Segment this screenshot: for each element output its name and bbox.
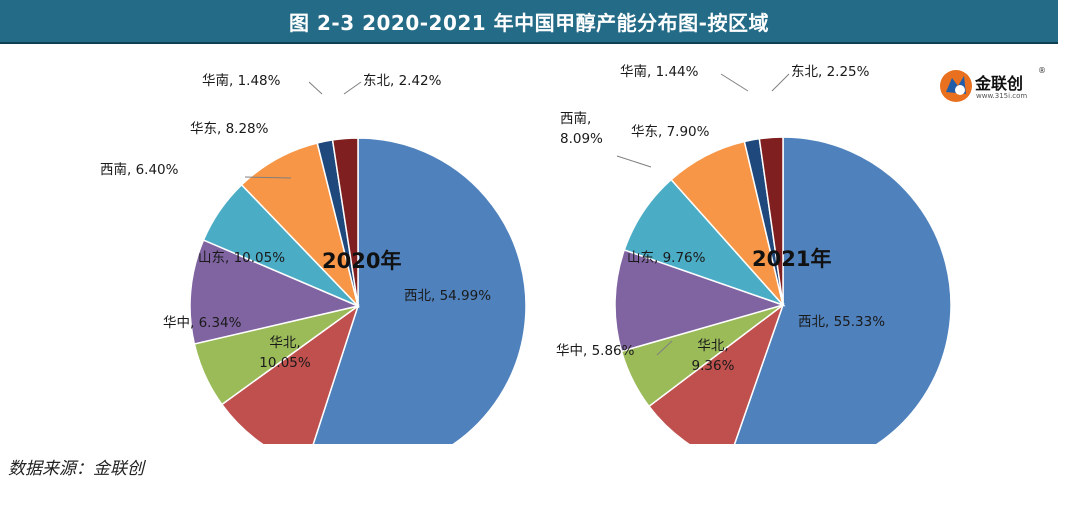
data-label-华南: 华南, 1.48%: [202, 73, 281, 89]
pie-slice-华北: [647, 302, 785, 444]
data-label-华中: 华中, 6.34%: [163, 315, 242, 331]
logo-url: www.315i.com: [976, 92, 1028, 100]
pie-slice-西北: [733, 136, 952, 444]
leader-line-西南: [244, 176, 292, 179]
data-label-华中: 华中, 5.86%: [556, 343, 635, 359]
pie-chart-2021: 西北, 55.33% 华北, 9.36% 华中, 5.86% 山东, 9.76% 西南, 8…: [556, 64, 952, 444]
pie-chart-2020: 西北, 54.99% 华北, 10.05% 华中, 6.34% 山东, 10.05% 西南…: [100, 73, 527, 444]
data-label-华北: 华北, 9.36%: [692, 338, 735, 374]
pie-slice-山东: [189, 239, 361, 345]
leader-line-华中: [656, 340, 673, 356]
leader-line-东北: [771, 73, 790, 92]
title-bar: 图 2-3 2020-2021 年中国甲醇产能分布图-按区域: [0, 0, 1058, 44]
data-label-西北: 西北, 54.99%: [404, 288, 491, 304]
logo-icon: [940, 70, 972, 102]
leader-line-西南: [616, 155, 652, 168]
pie-slice-山东: [614, 248, 786, 353]
pie-center-label: 2020年: [322, 249, 401, 273]
leader-line-华南: [308, 81, 323, 95]
data-label-华南: 华南, 1.44%: [620, 64, 699, 80]
logo-name: 金联创: [975, 74, 1024, 93]
data-label-华东: 华东, 8.28%: [190, 121, 269, 137]
data-label-西南: 西南, 6.40%: [100, 162, 179, 178]
pie-slice-西北: [312, 137, 527, 444]
data-label-华东: 华东, 7.90%: [631, 124, 710, 140]
pie-slice-东北: [331, 137, 359, 307]
data-label-东北: 东北, 2.42%: [363, 73, 442, 89]
data-label-山东: 山东, 9.76%: [627, 250, 706, 266]
leader-line-东北: [343, 81, 362, 95]
leader-line-华南: [720, 73, 749, 92]
data-label-华北: 华北, 10.05%: [259, 335, 311, 371]
data-label-东北: 东北, 2.25%: [791, 64, 870, 80]
pie-slice-华东: [240, 142, 360, 309]
data-label-山东: 山东, 10.05%: [198, 250, 285, 266]
pie-center-label: 2021年: [752, 247, 831, 271]
pie-slice-华北: [220, 304, 360, 444]
source-note: 数据来源：金联创: [8, 459, 144, 479]
pie-slice-东北: [758, 136, 784, 306]
logo-registered-mark: ®: [1038, 66, 1046, 75]
chart-title: 图 2-3 2020-2021 年中国甲醇产能分布图-按区域: [289, 10, 769, 35]
pie-charts: 西北, 54.99% 华北, 10.05% 华中, 6.34% 山东, 10.05% 西南…: [100, 64, 952, 444]
brand-logo: 金联创 ® www.315i.com: [938, 66, 1058, 108]
data-label-西北: 西北, 55.33%: [798, 314, 885, 330]
data-label-西南: 西南, 8.09%: [560, 111, 603, 147]
